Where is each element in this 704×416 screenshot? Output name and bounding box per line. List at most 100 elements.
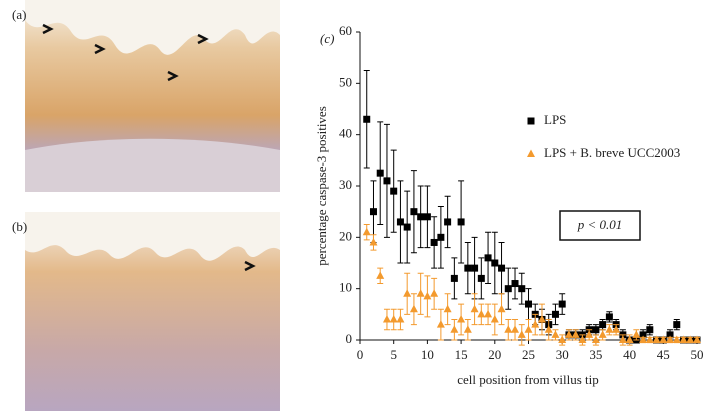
data-point (558, 335, 567, 343)
data-point (390, 187, 398, 195)
data-point (383, 177, 391, 185)
x-axis-label: cell position from villus tip (457, 372, 599, 387)
data-point (450, 325, 459, 333)
legend-marker (527, 149, 535, 157)
data-point (369, 237, 378, 246)
data-point (646, 326, 654, 334)
data-point (497, 304, 506, 313)
data-point (396, 218, 404, 226)
data-point (571, 330, 580, 338)
data-point (450, 274, 458, 282)
data-point (410, 208, 418, 216)
y-tick-label: 30 (339, 177, 352, 192)
y-tick-label: 50 (339, 74, 352, 89)
x-tick-label: 50 (691, 347, 704, 362)
data-point (544, 325, 553, 333)
data-point (430, 238, 438, 246)
data-point (362, 227, 371, 236)
data-point (369, 208, 377, 216)
y-tick-label: 0 (346, 331, 353, 346)
legend-label: LPS + B. breve UCC2003 (544, 145, 680, 160)
data-point (598, 330, 607, 338)
data-point (457, 314, 466, 323)
data-point (686, 335, 695, 343)
data-point (517, 330, 526, 338)
data-point (592, 326, 600, 334)
data-point (679, 335, 688, 343)
data-point (625, 335, 634, 343)
data-point (430, 289, 439, 297)
data-point (659, 335, 668, 343)
x-tick-label: 5 (390, 347, 397, 362)
data-point (511, 280, 519, 288)
data-point (504, 285, 512, 293)
data-point (531, 320, 540, 328)
annotation: p < 0.01 (577, 217, 623, 232)
legend-label: LPS (544, 112, 566, 127)
panel-label: (c) (320, 31, 334, 46)
data-point (396, 314, 405, 323)
data-point (470, 304, 479, 313)
data-point (612, 325, 621, 333)
data-point (551, 310, 559, 318)
data-point (484, 254, 492, 262)
data-point (463, 325, 472, 333)
y-tick-label: 20 (339, 228, 352, 243)
data-point (524, 325, 533, 333)
data-point (443, 304, 452, 313)
data-point (551, 330, 560, 338)
data-point (409, 304, 418, 313)
panel-label: (a) (12, 7, 26, 22)
data-point (471, 264, 479, 272)
data-point (537, 314, 546, 323)
x-tick-label: 45 (657, 347, 670, 362)
data-point (444, 218, 452, 226)
data-point (416, 289, 425, 297)
data-point (511, 325, 520, 333)
data-point (417, 213, 425, 221)
image-b (25, 212, 280, 411)
legend-marker (527, 117, 535, 125)
image-a (25, 0, 280, 192)
data-point (518, 285, 526, 293)
y-tick-label: 40 (339, 126, 352, 141)
y-tick-label: 60 (339, 23, 352, 38)
annotation-box (559, 210, 641, 241)
data-point (652, 335, 661, 343)
data-point (477, 274, 485, 282)
x-tick-label: 10 (421, 347, 434, 362)
data-point (423, 213, 431, 221)
data-point (363, 115, 371, 123)
data-point (477, 309, 486, 318)
data-point (605, 325, 614, 333)
data-point (666, 331, 674, 339)
data-point (564, 330, 573, 338)
data-point (490, 314, 499, 323)
data-point (599, 321, 607, 329)
data-point (423, 291, 432, 300)
x-tick-label: 40 (623, 347, 636, 362)
data-point (618, 335, 627, 343)
data-point (558, 300, 566, 308)
data-point (639, 335, 648, 343)
data-point (666, 335, 675, 343)
data-point (672, 335, 681, 343)
data-point (437, 233, 445, 241)
y-axis-label: percentage caspase-3 positives (314, 106, 329, 266)
data-point (382, 314, 391, 323)
data-point (673, 321, 681, 329)
data-point (491, 259, 499, 267)
data-point (591, 335, 600, 343)
data-point (403, 289, 412, 297)
x-tick-label: 0 (357, 347, 364, 362)
data-point (457, 218, 465, 226)
data-point (525, 300, 532, 308)
data-point (639, 331, 647, 339)
data-point (484, 309, 493, 318)
data-point (376, 169, 384, 177)
data-point (693, 335, 701, 343)
data-point (403, 223, 411, 231)
data-point (498, 264, 506, 272)
data-point (632, 330, 641, 338)
